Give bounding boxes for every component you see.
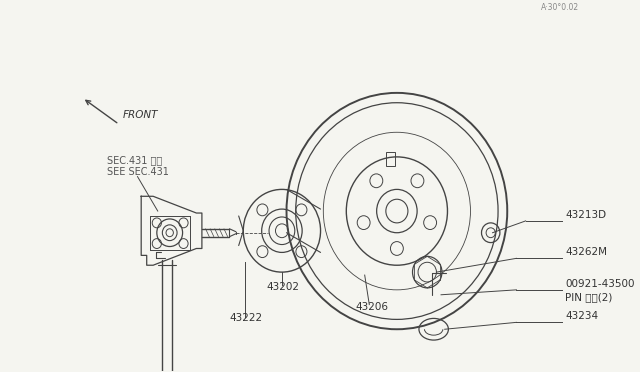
Text: 00921-43500: 00921-43500 bbox=[565, 279, 635, 289]
Bar bbox=[386, 152, 395, 166]
Text: 43202: 43202 bbox=[266, 282, 300, 292]
Text: 43213D: 43213D bbox=[565, 210, 606, 220]
Text: SEC.431 参照: SEC.431 参照 bbox=[107, 155, 163, 165]
Text: 43234: 43234 bbox=[565, 311, 598, 321]
Text: A·30°0.02: A·30°0.02 bbox=[541, 3, 579, 12]
Text: SEE SEC.431: SEE SEC.431 bbox=[107, 167, 169, 177]
Text: PIN ピン(2): PIN ピン(2) bbox=[565, 292, 612, 302]
Text: 43262M: 43262M bbox=[565, 247, 607, 257]
Text: 43206: 43206 bbox=[355, 302, 388, 311]
Text: 43222: 43222 bbox=[230, 313, 262, 323]
Text: FRONT: FRONT bbox=[123, 110, 158, 121]
